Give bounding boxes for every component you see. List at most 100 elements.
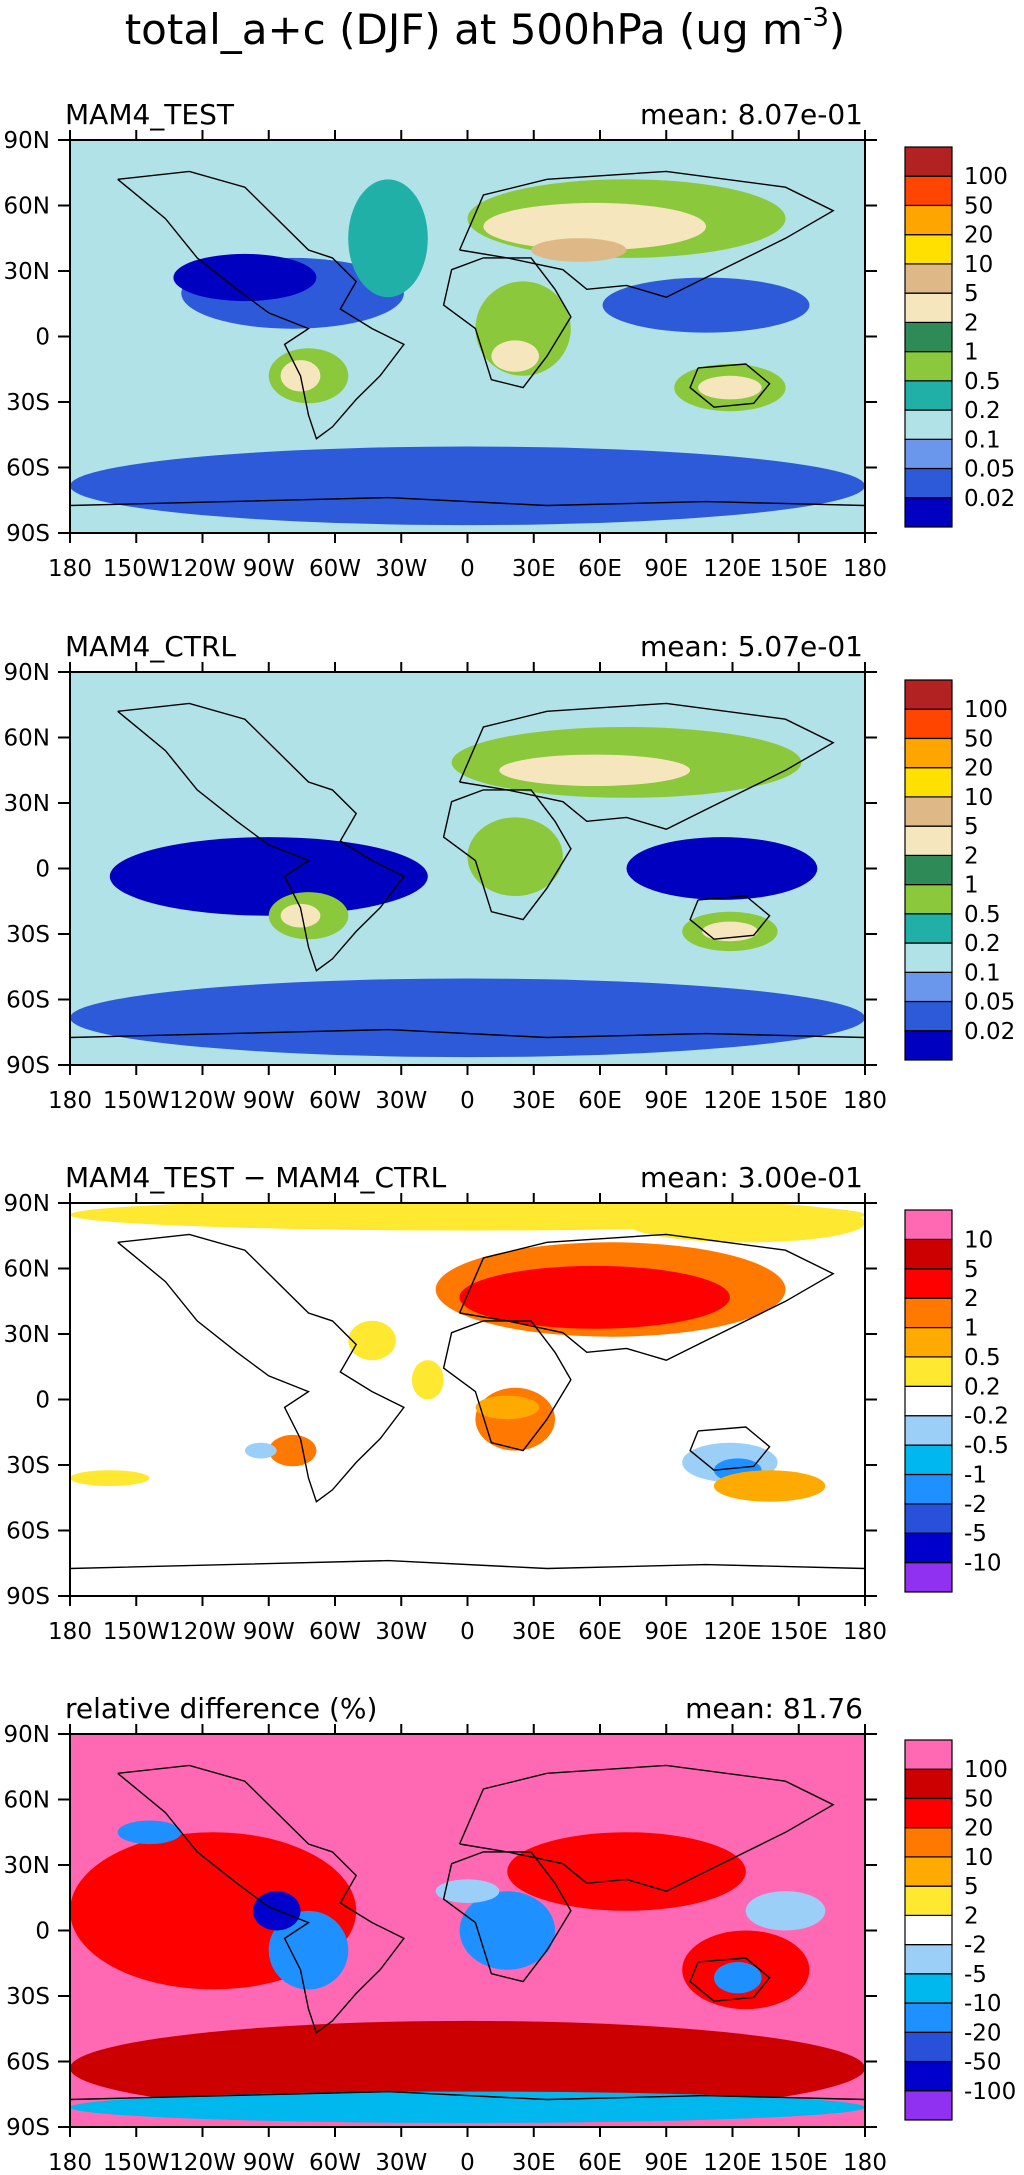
y-tick-label: 90N [4,128,50,154]
x-tick-label: 60W [309,556,361,582]
y-tick-label: 60S [6,988,50,1014]
y-tick-label: 90N [4,1191,50,1217]
colorbar-swatch [904,1739,953,1770]
map-field [70,140,865,533]
colorbar-label: 1 [964,340,979,366]
colorbar-swatch [904,351,953,382]
colorbar-label: 0.2 [964,398,1001,424]
contour-region [483,202,706,251]
contour-region [348,1320,396,1361]
x-tick-label: 30W [375,556,427,582]
x-tick-label: 120E [703,1619,761,1645]
colorbar-label: 1 [964,873,979,899]
contour-region [70,1470,150,1486]
x-tick-label: 90W [243,556,295,582]
colorbar-swatch [904,438,953,470]
colorbar-swatch [904,1532,953,1564]
colorbar-swatch [904,1856,953,1887]
x-tick-label: 150E [770,1619,828,1645]
contour-region [348,179,428,298]
colorbar-swatch [904,796,953,827]
coastline [117,702,405,972]
map-field [70,672,865,1065]
y-tick-label: 60S [6,456,50,482]
colorbar-label: 0.02 [964,486,1015,512]
panel-mean-label: mean: 81.76 [685,1692,863,1725]
colorbar-label: 5 [964,814,979,840]
coastline [442,789,572,921]
colorbar-swatch [904,1827,953,1858]
colorbar-swatch [904,263,953,294]
panel-left-title: MAM4_CTRL [65,630,236,663]
colorbar-swatch [904,767,953,798]
coastline [70,1559,865,1570]
contour-region [173,253,317,302]
y-tick-label: 60S [6,2050,50,2076]
colorbar-label: 2 [964,310,979,336]
colorbar-label: 0.05 [964,457,1015,483]
coastline [117,170,405,440]
coastline [70,1028,865,1039]
y-tick-label: 30N [4,1322,50,1348]
colorbar-label: -10 [964,1991,1002,2017]
x-tick-label: 180 [843,556,887,582]
contour-region [70,2091,865,2123]
colorbar-swatch [904,1444,953,1476]
x-tick-label: 30W [375,1619,427,1645]
colorbar-swatch [904,2060,953,2092]
y-tick-label: 30S [6,922,50,948]
colorbar-swatch [904,234,953,265]
colorbar-swatch [904,1000,953,1032]
colorbar-swatch [904,737,953,769]
coastline [458,1764,835,1892]
colorbar-swatch [904,1473,953,1505]
colorbar-swatch [904,1268,953,1299]
colorbar-swatch [904,321,953,353]
colorbar-label: 0.2 [964,931,1001,957]
colorbar-swatch [904,204,953,236]
contour-region [268,1910,349,1990]
x-tick-label: 30E [512,556,556,582]
colorbar-label: 2 [964,843,979,869]
colorbar-label: 0.5 [964,369,1001,395]
x-tick-label: 120W [169,1619,236,1645]
colorbar-swatch [904,1885,953,1916]
colorbar-label: 10 [964,1227,993,1253]
x-tick-label: 60W [309,1088,361,1114]
colorbar-swatch [904,380,953,411]
contour-region [252,1891,301,1931]
coastline [689,1426,771,1471]
map-field [70,1734,865,2127]
panel-mean-label: mean: 5.07e-01 [640,630,863,663]
colorbar-label: 2 [964,1286,979,1312]
colorbar-swatch [904,1943,953,1975]
x-tick-label: 90E [644,1619,688,1645]
colorbar-label: -0.5 [964,1433,1009,1459]
y-tick-label: 60N [4,726,50,752]
x-tick-label: 0 [460,556,475,582]
colorbar-label: 20 [964,223,993,249]
x-tick-label: 60E [578,1619,622,1645]
colorbar-label: 50 [964,727,993,753]
coastline [117,1233,405,1503]
contour-region [698,375,762,400]
colorbar-swatch [904,913,953,944]
colorbar-label: 100 [964,164,1008,190]
x-tick-label: 90W [243,2150,295,2175]
colorbar-label: -5 [964,1962,987,1988]
colorbar-swatch [904,1503,953,1534]
x-tick-label: 60W [309,2150,361,2175]
coastline [70,496,865,507]
colorbar-label: -100 [964,2079,1016,2105]
y-tick-label: 90S [6,521,50,547]
contour-region [244,1442,277,1459]
contour-region [745,1891,826,1931]
y-tick-label: 90N [4,660,50,686]
colorbar-label: 20 [964,1816,993,1842]
contour-region [435,1879,500,1903]
panel-left-title: relative difference (%) [65,1692,377,1725]
x-tick-label: 180 [48,1619,92,1645]
contour-region [117,1820,182,1845]
x-tick-label: 30E [512,1619,556,1645]
